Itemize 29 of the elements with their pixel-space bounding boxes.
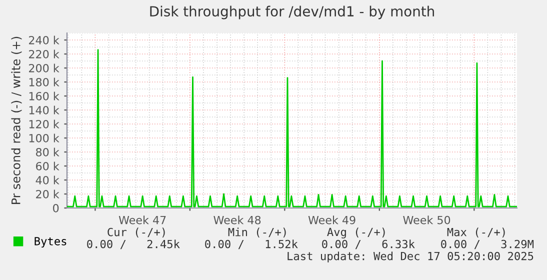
y-tick-label: 160 k: [29, 92, 60, 100]
y-tick-label: 180 k: [29, 78, 60, 86]
y-tick-label: 40 k: [36, 176, 60, 184]
y-tick-label: 100 k: [29, 134, 60, 142]
text: 0.00 / 2.45k: [87, 240, 180, 250]
text: Last update: Wed Dec 17 05:20:00 2025: [288, 252, 534, 262]
y-tick-label: 20 k: [36, 190, 60, 198]
y-tick-label: 220 k: [29, 50, 60, 58]
y-tick-label: 200 k: [29, 64, 60, 72]
x-tick-label: Week 50: [403, 216, 450, 224]
text: Avg (-/+): [327, 228, 385, 238]
y-tick-label: 80 k: [36, 148, 60, 156]
y-tick-label: 60 k: [36, 162, 60, 170]
text: Max (-/+): [447, 228, 505, 238]
x-tick-label: Week 49: [308, 216, 356, 224]
y-tick-label: 240 k: [29, 36, 60, 44]
x-tick-label: Week 47: [118, 216, 166, 224]
y-tick-label: 120 k: [29, 120, 60, 128]
text: 0.00 / 3.29M: [441, 240, 534, 250]
text: Min (-/+): [228, 228, 286, 238]
y-axis-title: Pr second read (-) / write (+): [11, 36, 22, 204]
legend-label: Bytes: [34, 237, 66, 248]
y-tick-label: 140 k: [29, 106, 60, 114]
text: 0.00 / 6.33k: [322, 240, 415, 250]
chart-title: Disk throughput for /dev/md1 - by month: [150, 6, 434, 20]
text: 0.00 / 1.52k: [205, 240, 298, 250]
y-tick-label: 0: [53, 204, 59, 212]
x-tick-label: Week 48: [214, 216, 261, 224]
text: Cur (-/+): [108, 228, 165, 238]
